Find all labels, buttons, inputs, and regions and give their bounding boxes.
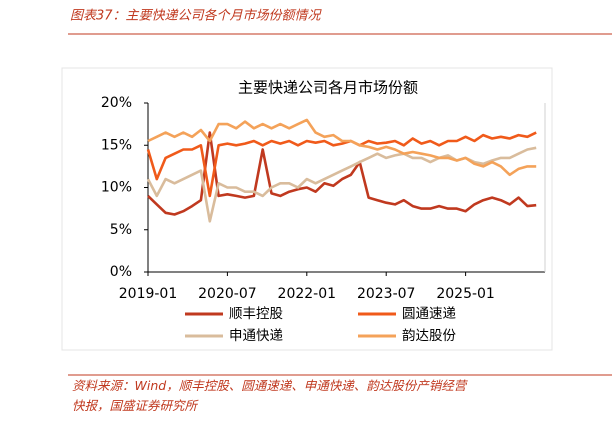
legend-label: 圆通速递 [402,306,456,322]
x-tick-label: 2019-01 [119,286,178,302]
chart-frame [61,67,553,351]
y-tick-label: 15% [101,137,132,153]
x-tick-label: 2025-01 [436,286,495,302]
header: 图表37：主要快递公司各个月市场份额情况 [70,8,323,24]
x-tick-label: 2020-07 [198,286,257,302]
y-tick-label: 5% [110,222,132,238]
series-line [147,118,537,177]
legend-label: 韵达股份 [402,328,456,344]
series-line [146,131,537,198]
x-tick-label: 2023-07 [357,286,416,302]
legend-label: 申通快递 [229,328,283,344]
y-tick-label: 0% [110,264,132,280]
series-line [147,131,537,216]
y-tick-label: 20% [101,95,132,111]
x-tick-label: 2022-01 [278,286,337,302]
source: 资料来源：Wind，顺丰控股、圆通速递、申通快递、韵达股份产销经营快报，国盛证券… [72,378,469,413]
chart-title: 主要快递公司各月市场份额 [238,79,418,97]
y-tick-label: 10% [101,180,132,196]
legend-label: 顺丰控股 [229,306,283,322]
